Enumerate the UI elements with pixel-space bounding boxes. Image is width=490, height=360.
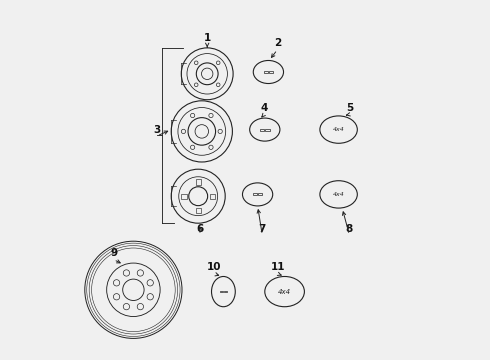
Circle shape [189, 187, 208, 206]
Circle shape [188, 118, 216, 145]
Bar [224, 291, 227, 292]
Bar [196, 179, 201, 185]
Bar [181, 194, 187, 199]
Text: 7: 7 [259, 224, 266, 234]
Text: 4x4: 4x4 [333, 127, 344, 132]
Bar [220, 291, 223, 292]
Bar [266, 129, 270, 131]
Ellipse shape [212, 276, 235, 307]
Text: 2: 2 [274, 38, 281, 48]
Circle shape [196, 63, 218, 85]
Circle shape [209, 145, 213, 149]
Circle shape [218, 129, 222, 134]
Circle shape [137, 303, 144, 310]
Circle shape [191, 145, 195, 149]
Circle shape [217, 83, 220, 87]
Bar [258, 193, 263, 195]
Circle shape [147, 294, 153, 300]
Text: 3: 3 [153, 125, 160, 135]
Ellipse shape [243, 183, 273, 206]
Bar [196, 208, 201, 213]
Circle shape [123, 270, 129, 276]
Circle shape [209, 113, 213, 118]
Circle shape [137, 270, 144, 276]
Text: 11: 11 [271, 262, 285, 273]
Bar [269, 71, 273, 73]
Circle shape [195, 61, 198, 64]
Circle shape [113, 294, 120, 300]
Text: 6: 6 [196, 224, 204, 234]
Bar [264, 71, 268, 73]
Text: 10: 10 [207, 262, 221, 273]
Ellipse shape [320, 116, 357, 143]
Circle shape [195, 83, 198, 87]
Ellipse shape [320, 181, 357, 208]
Bar [260, 129, 264, 131]
Circle shape [113, 280, 120, 286]
Bar [253, 193, 257, 195]
Circle shape [181, 129, 186, 134]
Ellipse shape [253, 60, 284, 84]
Text: 4x4: 4x4 [333, 192, 344, 197]
Text: 9: 9 [110, 248, 117, 258]
Text: 5: 5 [346, 103, 353, 113]
Ellipse shape [250, 118, 280, 141]
Text: 4x4: 4x4 [278, 289, 291, 294]
Text: 8: 8 [346, 224, 353, 234]
Circle shape [123, 303, 129, 310]
Circle shape [191, 113, 195, 118]
Circle shape [147, 280, 153, 286]
Text: 1: 1 [203, 33, 211, 43]
Circle shape [217, 61, 220, 64]
Ellipse shape [265, 276, 304, 307]
Bar [210, 194, 215, 199]
Text: 4: 4 [260, 103, 268, 113]
Circle shape [122, 279, 144, 301]
